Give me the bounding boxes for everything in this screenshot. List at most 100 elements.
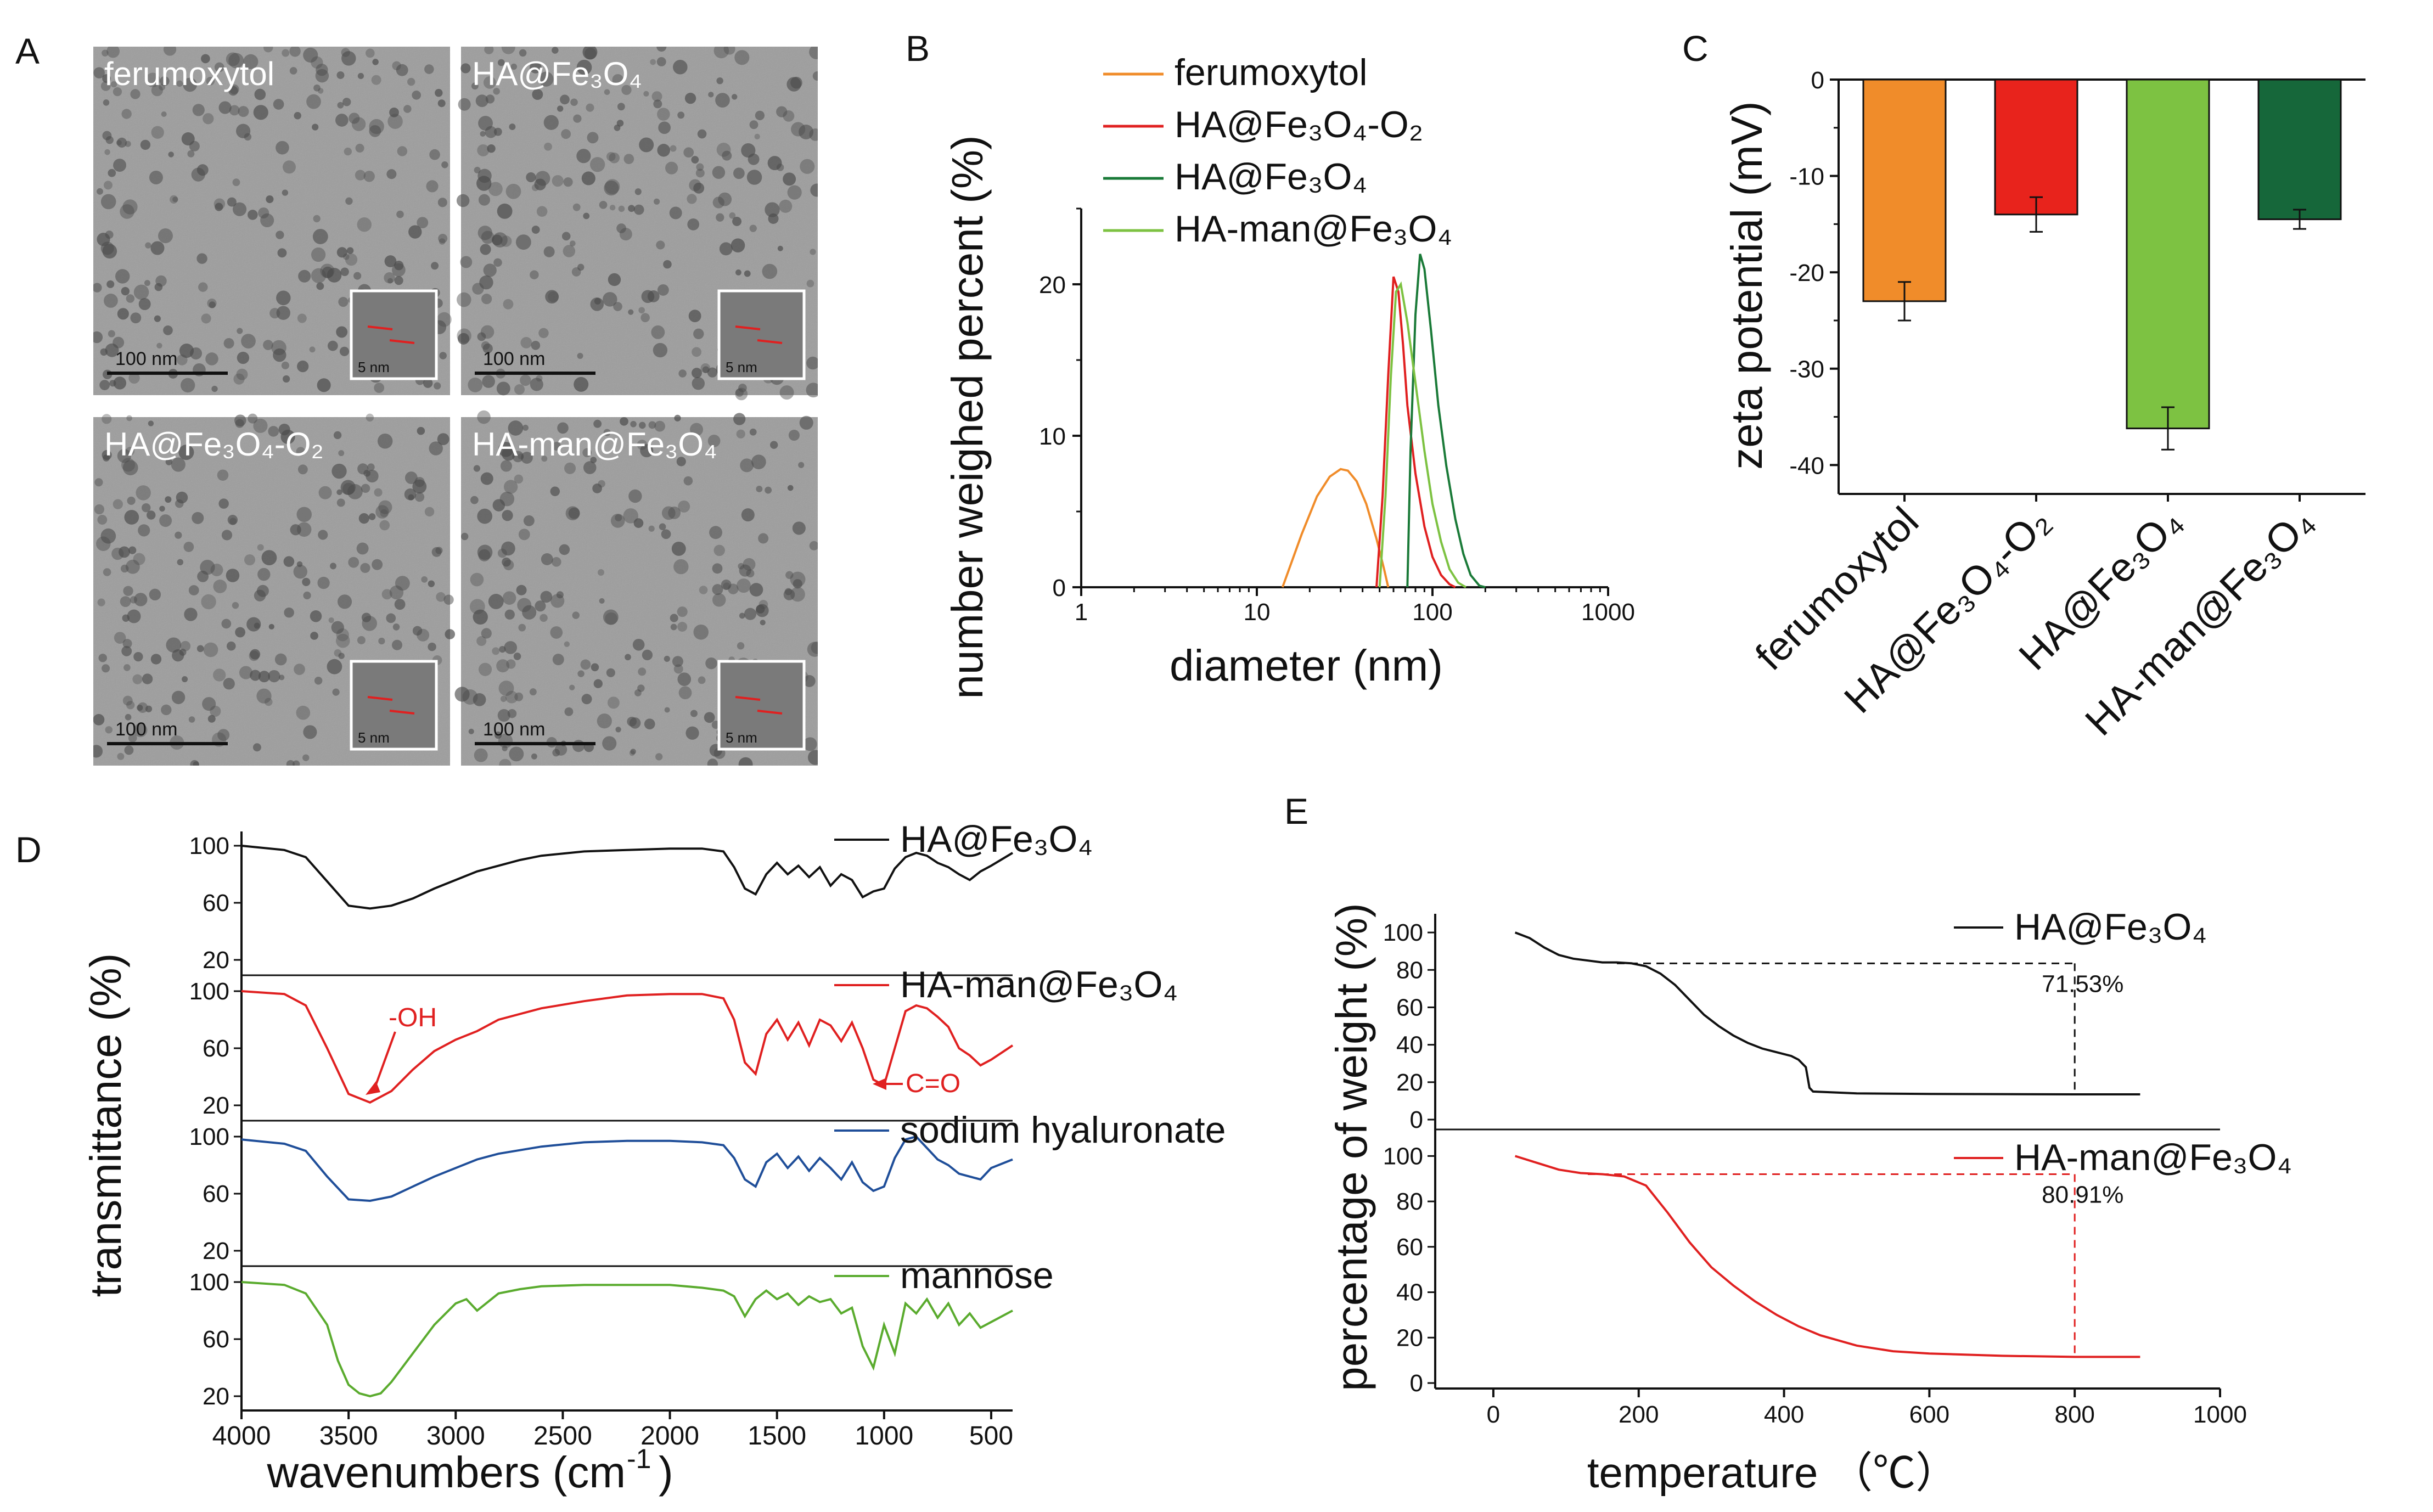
nanoparticle (246, 617, 261, 632)
nanoparticle (470, 572, 484, 587)
nanoparticle (332, 688, 340, 696)
x-tick-label: 1000 (855, 1421, 913, 1451)
y-axis-label: zeta potential (mV) (1722, 101, 1771, 469)
inset-scale-label: 5 nm (726, 729, 757, 746)
nanoparticle (125, 713, 132, 721)
x-tick-label: 3500 (319, 1421, 378, 1451)
nanoparticle (327, 659, 342, 675)
nanoparticle (387, 278, 394, 284)
nanoparticle (106, 44, 120, 58)
nanoparticle (196, 253, 207, 264)
nanoparticle (117, 308, 129, 320)
nanoparticle (609, 204, 616, 211)
nanoparticle (168, 151, 174, 158)
nanoparticle (100, 241, 114, 255)
nanoparticle (783, 172, 796, 186)
nanoparticle (226, 52, 240, 66)
nanoparticle (690, 423, 704, 436)
nanoparticle (403, 105, 412, 113)
nanoparticle (95, 536, 111, 551)
y-axis-label: percentage of weight (%) (1334, 903, 1376, 1391)
nanoparticle (612, 74, 624, 86)
nanoparticle (181, 132, 195, 146)
nanoparticle (462, 689, 478, 705)
legend-label: HA@Fe₃O₄ (2014, 906, 2207, 948)
nanoparticle (122, 460, 138, 476)
nanoparticle (341, 51, 356, 66)
nanoparticle (695, 168, 705, 178)
nanoparticle (806, 279, 814, 288)
nanoparticle (138, 524, 150, 537)
nanoparticle (639, 137, 654, 153)
nanoparticle (236, 123, 251, 138)
nanoparticle (217, 469, 229, 481)
nanoparticle (149, 170, 163, 184)
nanoparticle (273, 348, 286, 362)
nanoparticle (708, 92, 714, 98)
nanoparticle (408, 225, 422, 239)
nanoparticle (672, 656, 683, 667)
nanoparticle (159, 514, 172, 527)
nanoparticle (289, 67, 297, 75)
nanoparticle (657, 108, 670, 121)
nanoparticle (366, 413, 374, 422)
nanoparticle (294, 112, 301, 120)
nanoparticle (396, 210, 404, 218)
nanoparticle (404, 488, 417, 501)
nanoparticle (254, 589, 266, 602)
nanoparticle (477, 226, 493, 240)
nanoparticle (394, 599, 406, 610)
nanoparticle (394, 276, 403, 285)
bar-3 (2257, 78, 2342, 221)
nanoparticle (644, 718, 655, 730)
nanoparticle (138, 298, 151, 311)
nanoparticle (541, 553, 553, 565)
nanoparticle (206, 76, 215, 86)
x-tick-label: 500 (969, 1421, 1013, 1451)
nanoparticle (241, 334, 256, 349)
nanoparticle (151, 85, 163, 97)
nanoparticle (439, 352, 447, 359)
nanoparticle (657, 144, 670, 157)
nanoparticle (159, 76, 170, 86)
x-tick-label: HA-man@Fe₃O₄ (2076, 498, 2322, 744)
nanoparticle (718, 192, 732, 206)
nanoparticle (159, 505, 165, 512)
nanoparticle (172, 196, 178, 203)
nanoparticle (755, 110, 765, 121)
bar-0 (1862, 78, 1947, 302)
nanoparticle (277, 248, 287, 258)
nanoparticle (641, 290, 655, 303)
nanoparticle (133, 723, 148, 738)
nanoparticle (252, 743, 261, 752)
nanoparticle (281, 361, 289, 369)
nanoparticle (653, 198, 660, 205)
nanoparticle (93, 713, 105, 726)
nanoparticle (120, 564, 129, 573)
nanoparticle (337, 102, 344, 109)
nanoparticle (327, 268, 342, 283)
nanoparticle (445, 629, 456, 639)
nanoparticle (232, 602, 239, 609)
y-axis-label: transmittance (%) (81, 953, 130, 1297)
nanoparticle (387, 114, 403, 129)
nanoparticle (683, 476, 693, 486)
nanoparticle (113, 376, 127, 390)
nanoparticle (712, 563, 723, 574)
nanoparticle (290, 524, 301, 536)
nanoparticle (653, 99, 662, 109)
panel-label-e: E (1284, 791, 1309, 831)
nanoparticle (355, 143, 364, 153)
nanoparticle (501, 541, 515, 556)
nanoparticle (337, 594, 352, 609)
nanoparticle (770, 441, 778, 449)
nanoparticle (656, 57, 666, 66)
nanoparticle (526, 172, 536, 183)
nanoparticle (716, 213, 724, 222)
nanoparticle (117, 449, 132, 463)
nanoparticle (327, 340, 338, 351)
nanoparticle (623, 154, 634, 164)
nanoparticle (207, 298, 217, 308)
nanoparticle (593, 679, 603, 688)
nanoparticle (362, 616, 377, 631)
